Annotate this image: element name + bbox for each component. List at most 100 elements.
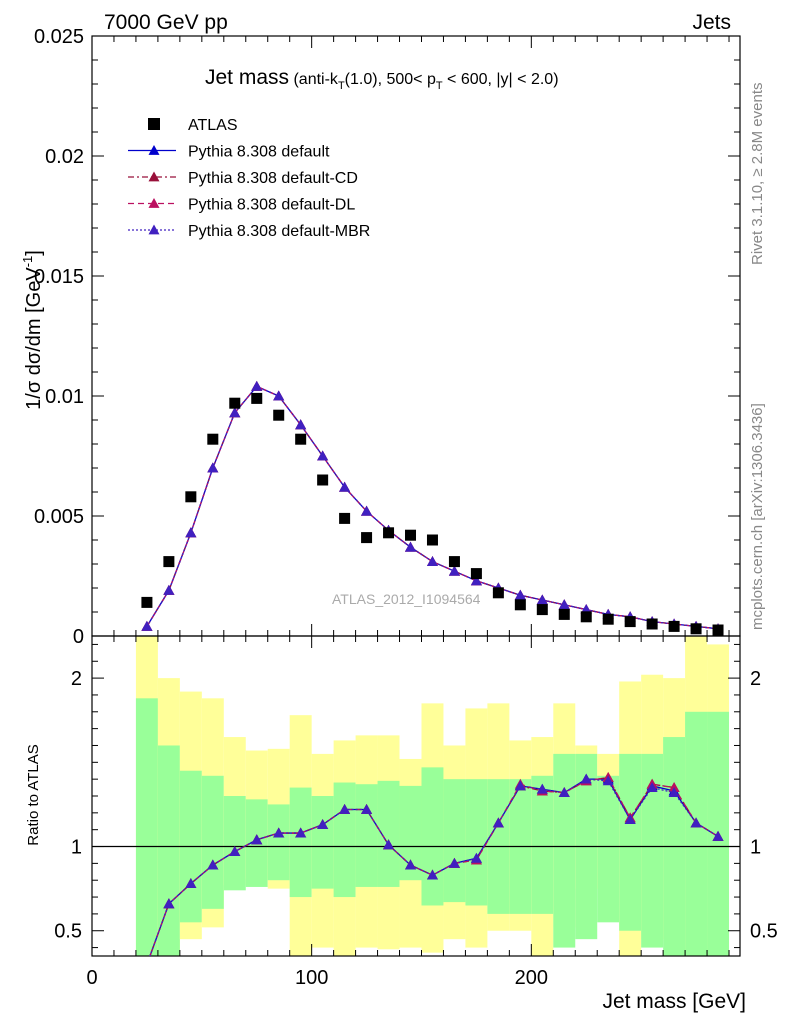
data-point-21 [602, 613, 614, 625]
ratio-ytick-label-right-0: 0.5 [750, 921, 778, 943]
data-point-25 [690, 623, 702, 635]
ratio-series-marker-mbr-14 [448, 857, 460, 868]
data-point-23 [646, 618, 658, 630]
legend-marker-mbr [148, 224, 160, 235]
ratio-band-inner-23 [641, 753, 664, 948]
main-series-marker-mbr-13 [426, 556, 438, 566]
ratio-series-marker-mbr-7 [295, 827, 307, 838]
header-energy-label: 7000 GeV pp [104, 11, 228, 34]
data-point-3 [207, 433, 219, 445]
ratio-band-inner-18 [531, 775, 554, 914]
ratio-series-marker-mbr-22 [624, 814, 636, 824]
ratio-series-marker-cd-0 [141, 959, 152, 969]
ratio-series-marker-mbr-4 [229, 846, 241, 856]
ratio-band-inner-9 [333, 782, 356, 898]
ratio-series-marker-mbr-23 [646, 782, 658, 792]
data-point-0 [141, 596, 153, 608]
ratio-series-marker-dl-0 [141, 959, 152, 969]
x-tick-label-1: 100 [295, 967, 328, 989]
ratio-band-inner-22 [619, 753, 642, 931]
legend-label-data: ATLAS [188, 117, 238, 134]
legend-marker-default [148, 145, 160, 155]
y-axis-label-ratio: Ratio to ATLAS [25, 744, 42, 845]
ratio-series-marker-mbr-10 [361, 803, 373, 814]
chart-title-sub1: T [338, 80, 345, 92]
main-series-marker-mbr-19 [558, 599, 570, 610]
legend-label-dl: Pythia 8.308 default-DL [188, 197, 355, 214]
main-series-marker-mbr-9 [339, 481, 351, 492]
data-point-18 [536, 604, 548, 616]
main-series-marker-mbr-12 [405, 541, 417, 552]
legend-marker-cd [148, 171, 160, 182]
main-series-marker-mbr-0 [141, 620, 153, 631]
data-point-11 [383, 527, 395, 539]
ratio-ytick-label-left-1: 1 [71, 837, 82, 859]
ratio-series-marker-mbr-6 [273, 827, 285, 838]
data-point-4 [229, 397, 241, 409]
ratio-series-marker-mbr-26 [712, 830, 724, 841]
ratio-band-inner-19 [553, 753, 576, 948]
ratio-series-line-dl [149, 776, 719, 956]
legend-marker-dl [148, 198, 160, 208]
x-tick-label-2: 200 [515, 967, 548, 989]
main-ytick-label-5: 0.025 [34, 26, 84, 48]
ratio-series-marker-mbr-19 [558, 787, 570, 798]
data-point-24 [668, 620, 680, 632]
data-point-1 [163, 556, 175, 568]
main-series-marker-mbr-4 [229, 407, 241, 418]
ratio-series-marker-mbr-25 [690, 817, 702, 828]
ratio-band-inner-13 [421, 767, 444, 906]
data-point-22 [624, 616, 636, 628]
main-series-line-mbr [146, 385, 719, 630]
main-series-marker-mbr-10 [361, 505, 373, 516]
header-process-label: Jets [692, 11, 731, 34]
ratio-band-inner-0 [135, 698, 158, 956]
ratio-series-group [141, 771, 724, 969]
main-series-marker-mbr-17 [514, 589, 526, 600]
main-series-marker-mbr-14 [448, 565, 460, 576]
analysis-watermark: ATLAS_2012_I1094564 [332, 591, 481, 607]
data-point-17 [514, 599, 526, 611]
ratio-band-inner-6 [267, 804, 290, 881]
ratio-uncertainty-bands [135, 636, 730, 956]
data-point-20 [580, 611, 592, 623]
ratio-series-marker-mbr-16 [492, 817, 504, 828]
x-axis-label: Jet mass [GeV] [602, 990, 746, 1013]
main-series-marker-mbr-1 [163, 584, 175, 595]
ratio-band-inner-10 [355, 784, 378, 887]
rivet-version-label: Rivet 3.1.10, ≥ 2.8M events [749, 83, 766, 266]
ratio-series-marker-mbr-5 [251, 834, 263, 845]
ratio-series-marker-mbr-0 [141, 959, 152, 969]
y-axis-label-close: ] [23, 250, 45, 256]
main-panel: 0 0.005 0.01 0.015 0.02 0.025 [34, 26, 741, 648]
legend: ATLAS Pythia 8.308 default Pythia 8.308 de… [128, 117, 370, 240]
ratio-series-marker-mbr-13 [426, 869, 438, 880]
main-series-marker-mbr-2 [185, 527, 197, 538]
main-ytick-label-3: 0.015 [34, 266, 84, 288]
main-series-marker-mbr-5 [251, 380, 263, 391]
y-axis-label-text: 1/σ dσ/dm [GeV [23, 267, 45, 410]
ratio-band-inner-12 [399, 785, 422, 881]
data-point-9 [339, 512, 351, 524]
ratio-series-marker-mbr-3 [207, 859, 219, 870]
data-point-5 [251, 392, 263, 404]
ratio-band-inner-8 [311, 796, 334, 889]
ratio-ytick-label-right-1: 1 [750, 837, 761, 859]
ratio-series-marker-mbr-1 [163, 898, 175, 909]
ratio-band-inner-14 [443, 779, 466, 903]
ratio-series-marker-mbr-15 [470, 852, 482, 863]
data-point-26 [712, 624, 724, 636]
chart-title-detail-c: < 600, |y| < 2.0) [443, 71, 559, 88]
x-tick-label-0: 0 [86, 967, 97, 989]
main-series-marker-mbr-3 [207, 462, 219, 473]
y-axis-label-sup: -1 [20, 256, 35, 268]
ratio-band-inner-7 [289, 787, 312, 898]
main-ytick-label-4: 0.02 [45, 146, 84, 168]
data-point-2 [185, 491, 197, 503]
chart-title-detail-a: (anti-k [289, 71, 339, 88]
legend-label-default: Pythia 8.308 default [188, 144, 330, 161]
ratio-ytick-label-right-2: 2 [750, 668, 761, 690]
ratio-band-group [135, 636, 730, 956]
ratio-band-inner-1 [157, 745, 180, 956]
